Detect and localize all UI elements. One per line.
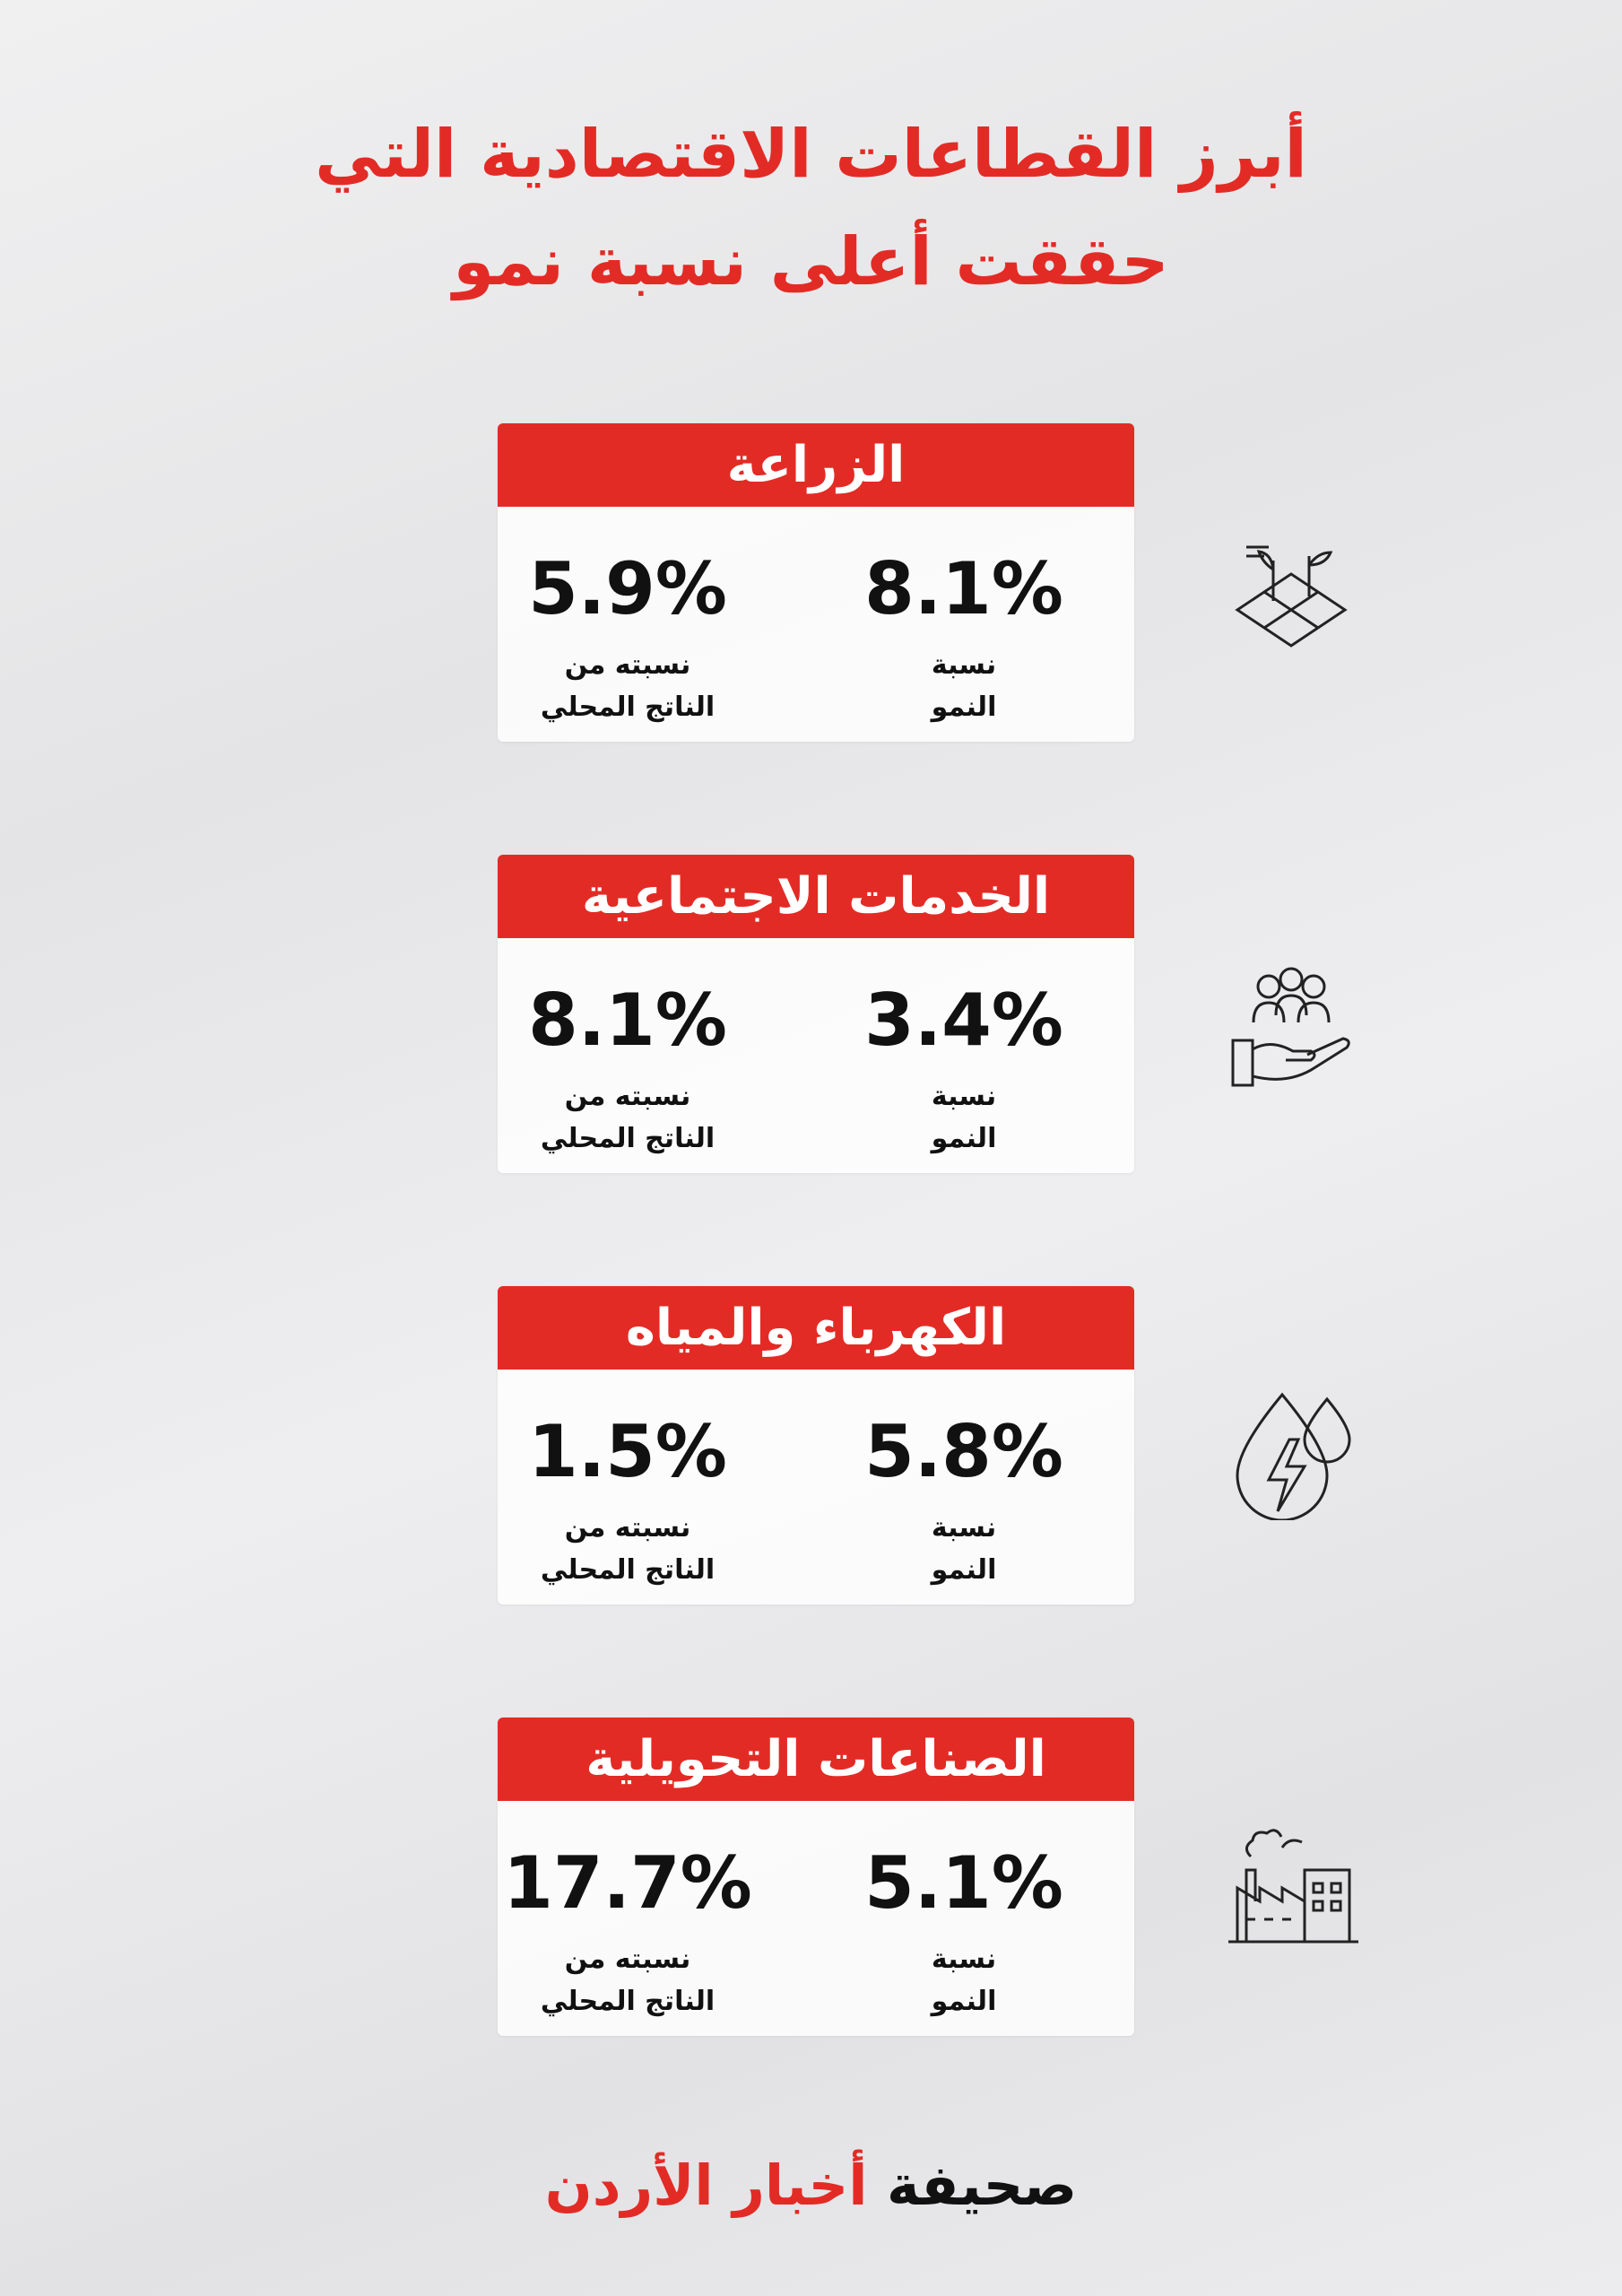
growth-label: النمو — [931, 1554, 997, 1586]
electricity-water-icon — [1236, 1392, 1351, 1520]
sector-name: الصناعات التحويلية — [498, 1718, 1134, 1801]
growth-value: 8.1% — [864, 547, 1063, 631]
gdp-share-label: الناتج المحلي — [540, 1123, 716, 1154]
growth-value: 5.8% — [864, 1410, 1063, 1493]
title-line: حققت أعلى نسبة نمو — [453, 223, 1169, 300]
growth-label: النمو — [931, 1986, 997, 2017]
brand-name: أخبار الأردن — [544, 2152, 868, 2218]
growth-label: النمو — [931, 691, 997, 723]
sector-card: الخدمات الاجتماعية 3.4% 8.1% نسبة النمو نسبته… — [498, 855, 1134, 1173]
sector-card: الكهرباء والمياه 5.8% 1.5% نسبة النمو نسبته م… — [498, 1286, 1134, 1605]
gdp-share-label: نسبته من — [564, 1081, 691, 1112]
growth-label: نسبة — [931, 1081, 997, 1112]
sector-name: الخدمات الاجتماعية — [498, 855, 1134, 938]
gdp-share-label: الناتج المحلي — [540, 1986, 716, 2017]
gdp-share-value: 17.7% — [503, 1841, 752, 1925]
growth-value: 5.1% — [864, 1841, 1063, 1925]
social-services-icon — [1231, 967, 1350, 1087]
gdp-share-value: 5.9% — [528, 547, 727, 631]
sector-name: الكهرباء والمياه — [498, 1286, 1134, 1370]
gdp-share-value: 8.1% — [528, 978, 727, 1062]
growth-value: 3.4% — [864, 978, 1063, 1062]
growth-label: نسبة — [931, 1944, 997, 1975]
gdp-share-label: الناتج المحلي — [540, 691, 716, 723]
gdp-share-value: 1.5% — [528, 1410, 727, 1493]
sector-name: الزراعة — [498, 423, 1134, 507]
brand-prefix: صحيفة — [887, 2152, 1078, 2218]
growth-label: نسبة — [931, 649, 997, 681]
title-line: أبرز القطاعات الاقتصادية التي — [315, 116, 1307, 193]
brand: صحيفة أخبار الأردن — [0, 2152, 1622, 2218]
industry-icon — [1228, 1829, 1358, 1944]
gdp-share-label: نسبته من — [564, 1944, 691, 1975]
gdp-share-label: نسبته من — [564, 1512, 691, 1544]
gdp-share-label: الناتج المحلي — [540, 1554, 716, 1586]
sector-card: الصناعات التحويلية 5.1% 17.7% نسبة النمو نسبت… — [498, 1718, 1134, 2036]
growth-label: النمو — [931, 1123, 997, 1154]
growth-label: نسبة — [931, 1512, 997, 1544]
agriculture-icon — [1235, 545, 1348, 648]
sector-card: الزراعة 8.1% 5.9% نسبة النمو نسبته من الناتج ا… — [498, 423, 1134, 742]
gdp-share-label: نسبته من — [564, 649, 691, 681]
